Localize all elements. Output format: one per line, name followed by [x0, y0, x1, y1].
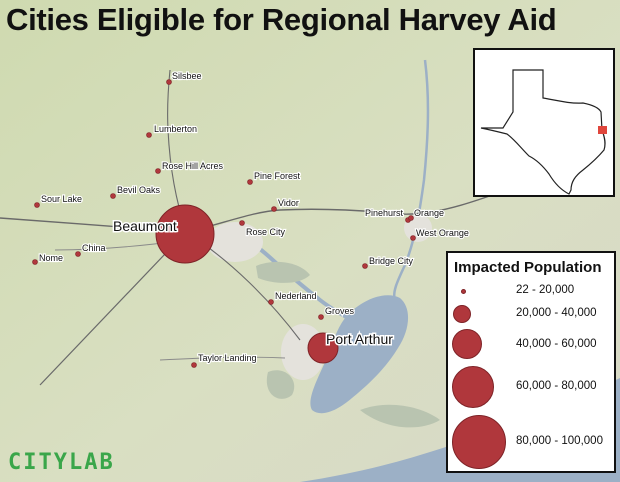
city-label: Vidor: [278, 198, 299, 208]
city-label: Bevil Oaks: [117, 185, 161, 195]
city-marker-port-arthur: [307, 332, 339, 364]
city-marker-vidor: [271, 206, 277, 212]
city-marker-groves: [318, 314, 324, 320]
city-label: Nederland: [275, 291, 317, 301]
legend-label: 80,000 - 100,000: [516, 435, 603, 447]
city-label: Rose City: [246, 227, 286, 237]
texas-outline: [480, 69, 607, 195]
city-marker-china: [75, 251, 81, 257]
city-label: Groves: [325, 306, 355, 316]
legend: Impacted Population 22 - 20,000 20,000 -…: [446, 251, 616, 473]
city-label: Port Arthur: [326, 331, 393, 347]
texas-shape: [480, 69, 606, 195]
region-highlight: [598, 126, 607, 134]
marsh-patch: [256, 261, 310, 283]
city-marker-sour-lake: [34, 202, 40, 208]
marsh-patch: [266, 370, 295, 399]
city-marker-orange: [408, 215, 414, 221]
legend-symbol: [453, 305, 471, 323]
marsh-patch: [360, 404, 440, 428]
legend-label: 20,000 - 40,000: [516, 307, 597, 319]
sabine-river: [393, 59, 430, 301]
road: [159, 356, 286, 361]
legend-symbol: [452, 366, 494, 408]
urban-area: [404, 214, 432, 242]
legend-symbol: [452, 329, 482, 359]
city-marker-lumberton: [146, 132, 152, 138]
city-marker-beaumont: [155, 204, 215, 264]
city-label: China: [82, 243, 106, 253]
road: [0, 169, 561, 233]
city-label: Pinehurst: [365, 208, 404, 218]
legend-symbol: [461, 289, 466, 294]
city-label: Taylor Landing: [198, 353, 257, 363]
city-label: Bridge City: [369, 256, 414, 266]
city-label: Silsbee: [172, 71, 202, 81]
city-label: Lumberton: [154, 124, 197, 134]
legend-label: 40,000 - 60,000: [516, 338, 597, 350]
city-markers: Silsbee Lumberton Rose Hill Acres Pine Fore…: [32, 70, 470, 368]
road: [39, 231, 187, 386]
city-label: Beaumont: [113, 218, 177, 234]
legend-label: 22 - 20,000: [516, 284, 575, 296]
city-label: Nome: [39, 253, 63, 263]
sabine-lake: [310, 295, 409, 414]
citylab-logo: CITYLAB: [8, 450, 115, 475]
legend-title: Impacted Population: [454, 259, 602, 276]
city-marker-silsbee: [166, 79, 172, 85]
city-marker-taylor-landing: [191, 362, 197, 368]
city-marker-pine-forest: [247, 179, 253, 185]
map-title: Cities Eligible for Regional Harvey Aid: [6, 2, 557, 37]
city-marker-west-orange: [410, 235, 416, 241]
city-marker-rose-city: [239, 220, 245, 226]
city-label: Orange: [414, 208, 444, 218]
city-label: Rose Hill Acres: [162, 161, 224, 171]
city-marker-bridge-city: [362, 263, 368, 269]
legend-symbol: [452, 415, 506, 469]
texas-inset-map: [473, 48, 615, 197]
city-label: Pine Forest: [254, 171, 301, 181]
urban-area: [207, 222, 263, 262]
city-marker-rose-hill-acres: [155, 168, 161, 174]
city-marker-nome: [32, 259, 38, 265]
city-marker-nederland: [268, 299, 274, 305]
city-marker-bevil-oaks: [110, 193, 116, 199]
city-label: Sour Lake: [41, 194, 82, 204]
city-label: West Orange: [416, 228, 469, 238]
legend-label: 60,000 - 80,000: [516, 380, 597, 392]
